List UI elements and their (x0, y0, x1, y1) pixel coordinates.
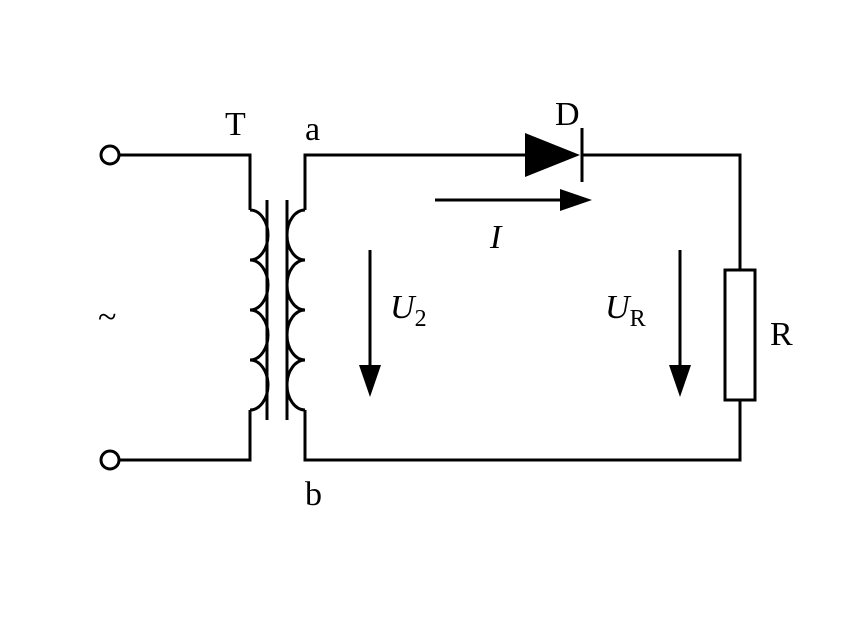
label-I: I (489, 219, 503, 256)
wire-primary-bot (119, 410, 250, 460)
wire-diode-to-r (582, 155, 740, 270)
voltage-ur-arrow (669, 250, 691, 397)
label-U2: U2 (390, 289, 427, 332)
label-T: T (225, 106, 246, 143)
transformer-primary-winding (250, 210, 268, 410)
terminal-in-bot (101, 451, 119, 469)
label-R: R (770, 316, 793, 353)
label-UR: UR (605, 289, 646, 332)
diode (525, 128, 582, 182)
label-a: a (305, 111, 320, 148)
wire-secondary-bot (305, 400, 740, 460)
wire-secondary-top (305, 155, 525, 210)
terminal-in-top (101, 146, 119, 164)
voltage-u2-arrow (359, 250, 381, 397)
circuit-diagram: ~ T a b D R I U2 UR (0, 0, 850, 638)
resistor (725, 270, 755, 400)
transformer-secondary-winding (287, 210, 305, 410)
current-arrow (435, 189, 592, 211)
label-D: D (555, 96, 580, 133)
label-b: b (305, 476, 322, 513)
wire-primary-top (119, 155, 250, 210)
ac-source-symbol: ~ (98, 299, 116, 336)
